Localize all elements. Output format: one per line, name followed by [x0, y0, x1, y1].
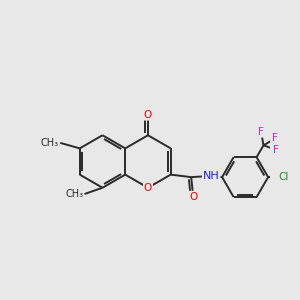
- Text: F: F: [272, 134, 278, 143]
- Text: F: F: [258, 127, 264, 137]
- Text: NH: NH: [203, 171, 220, 181]
- Text: CH₃: CH₃: [65, 189, 83, 199]
- Text: O: O: [144, 183, 152, 193]
- Text: Cl: Cl: [278, 172, 289, 182]
- Text: O: O: [144, 110, 152, 120]
- Text: F: F: [274, 145, 279, 155]
- Text: O: O: [189, 192, 197, 202]
- Text: CH₃: CH₃: [41, 138, 59, 148]
